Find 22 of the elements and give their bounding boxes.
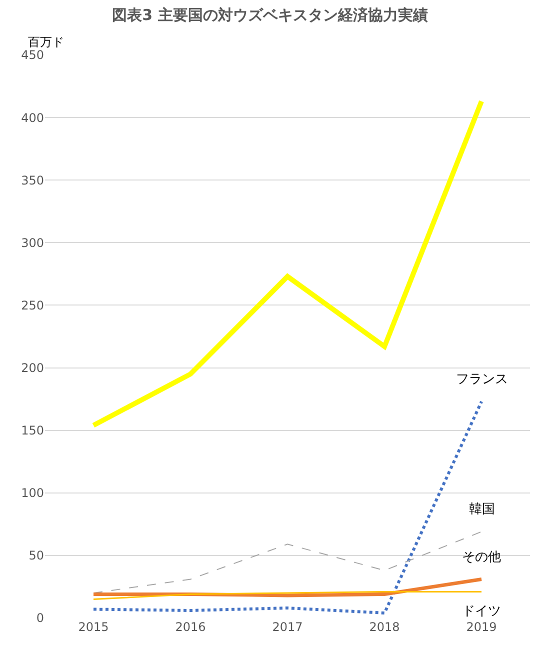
series-label: 韓国: [469, 502, 495, 517]
series-label: ドイツ: [462, 604, 501, 619]
y-tick-label: 200: [21, 360, 44, 375]
y-tick-label: 0: [36, 611, 44, 626]
y-tick-label: 300: [21, 236, 44, 250]
series-label: フランス: [456, 372, 508, 387]
x-tick-label: 2015: [78, 620, 109, 634]
x-tick-label: 2019: [466, 620, 497, 634]
series-label: その他: [462, 550, 501, 565]
y-tick-label: 150: [21, 424, 44, 438]
x-tick-label: 2018: [369, 620, 400, 634]
y-tick-label: 100: [21, 486, 44, 500]
y-tick-label: 50: [28, 548, 44, 563]
y-tick-label: 400: [21, 110, 44, 125]
y-axis-title: 百万ド: [28, 35, 64, 49]
x-tick-label: 2016: [175, 620, 206, 634]
y-tick-label: 350: [21, 173, 44, 188]
y-tick-label: 250: [21, 298, 44, 312]
x-tick-label: 2017: [272, 620, 303, 634]
chart-title: 図表3 主要国の対ウズベキスタン経済協力実績: [112, 6, 428, 24]
y-tick-label: 450: [21, 48, 44, 62]
line-series: [92, 590, 482, 600]
